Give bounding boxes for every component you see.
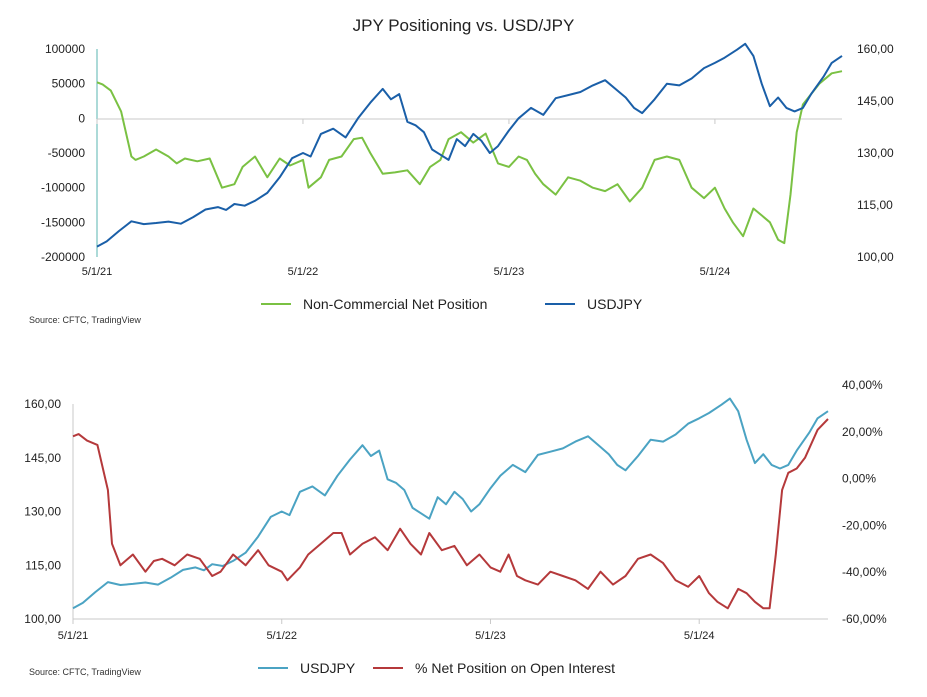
series-line-usdjpy — [72, 397, 829, 610]
y-left-tick-label: -150000 — [41, 215, 85, 229]
y-right-tick-label: 160,00 — [857, 42, 894, 56]
y-right-tick-label: -60,00% — [842, 612, 887, 626]
source-note-bottom: Source: CFTC, TradingView — [29, 667, 141, 677]
y-right-tick-label: -20,00% — [842, 518, 887, 532]
x-tick-label: 5/1/24 — [684, 630, 715, 642]
y-right-tick-label: 145,00 — [857, 94, 894, 108]
series-line-net-position-on-open-interest — [72, 418, 829, 610]
y-left-tick-label: -100000 — [41, 181, 85, 195]
y-right-tick-label: 40,00% — [842, 378, 883, 392]
y-right-tick-label: 100,00 — [857, 250, 894, 264]
y-left-tick-label: 0 — [78, 111, 85, 125]
x-tick-label: 5/1/22 — [266, 630, 297, 642]
x-tick-label: 5/1/21 — [82, 266, 113, 278]
x-tick-label: 5/1/21 — [58, 630, 89, 642]
y-right-tick-label: -40,00% — [842, 565, 887, 579]
x-tick-label: 5/1/22 — [288, 266, 319, 278]
y-left-tick-label: 145,00 — [24, 451, 61, 465]
legend-label: Non-Commercial Net Position — [303, 296, 487, 312]
y-left-tick-label: 50000 — [52, 77, 86, 91]
y-left-tick-label: -200000 — [41, 250, 85, 264]
y-left-tick-label: -50000 — [48, 146, 86, 160]
chart-title: JPY Positioning vs. USD/JPY — [352, 16, 575, 35]
legend-label: USDJPY — [587, 296, 643, 312]
x-tick-label: 5/1/24 — [700, 266, 731, 278]
y-left-tick-label: 100,00 — [24, 612, 61, 626]
y-left-tick-label: 130,00 — [24, 505, 61, 519]
series-line-usdjpy — [96, 42, 843, 248]
y-right-tick-label: 130,00 — [857, 146, 894, 160]
series-line-non-commercial-net-position — [96, 70, 843, 245]
legend-label: % Net Position on Open Interest — [415, 660, 615, 676]
source-note-top: Source: CFTC, TradingView — [29, 315, 141, 325]
y-right-tick-label: 20,00% — [842, 425, 883, 439]
y-right-tick-label: 0,00% — [842, 472, 876, 486]
x-tick-label: 5/1/23 — [475, 630, 506, 642]
y-left-tick-label: 115,00 — [25, 558, 61, 572]
y-right-tick-label: 115,00 — [857, 198, 893, 212]
x-tick-label: 5/1/23 — [494, 266, 525, 278]
y-left-tick-label: 100000 — [45, 42, 85, 56]
y-left-tick-label: 160,00 — [24, 397, 61, 411]
legend-label: USDJPY — [300, 660, 356, 676]
